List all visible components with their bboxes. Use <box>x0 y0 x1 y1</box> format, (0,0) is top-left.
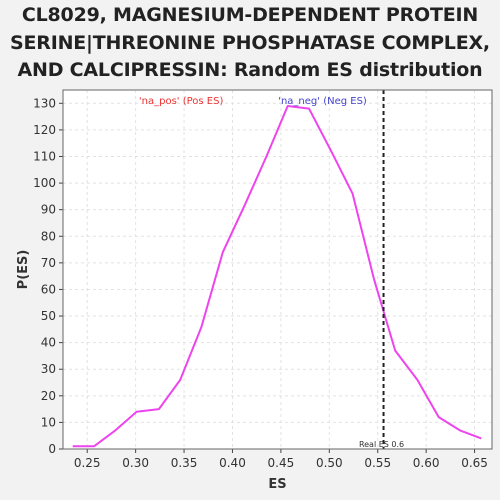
y-tick-label: 70 <box>41 256 56 270</box>
y-tick-label: 30 <box>41 362 56 376</box>
y-tick-label: 40 <box>41 336 56 350</box>
x-tick-label: 0.25 <box>74 456 101 470</box>
x-tick-label: 0.55 <box>364 456 391 470</box>
y-tick-label: 130 <box>33 96 56 110</box>
y-tick-label: 120 <box>33 123 56 137</box>
plot-frame <box>62 89 493 450</box>
x-tick-label: 0.45 <box>268 456 295 470</box>
x-tick-label: 0.60 <box>413 456 440 470</box>
y-tick-label: 80 <box>41 229 56 243</box>
y-tick-label: 50 <box>41 309 56 323</box>
legend-annotation: 'na_pos' (Pos ES) <box>139 96 224 107</box>
y-axis-label: P(ES) <box>16 250 31 290</box>
y-tick-label: 90 <box>41 203 56 217</box>
y-tick-label: 100 <box>33 176 56 190</box>
distribution-line <box>72 105 482 448</box>
annotation-layer: 'na_pos' (Pos ES) 'na_neg' (Neg ES) <box>139 96 367 107</box>
plot-area <box>63 90 492 449</box>
x-tick-label: 0.50 <box>316 456 343 470</box>
y-tick-label: 110 <box>33 149 56 163</box>
x-tick-label: 0.65 <box>461 456 488 470</box>
legend-annotation: 'na_neg' (Neg ES) <box>278 96 367 107</box>
real-es-layer: Real ES 0.6 <box>359 90 404 449</box>
y-tick-label: 10 <box>41 415 56 429</box>
x-axis-label: ES <box>268 477 286 492</box>
x-tick-label: 0.35 <box>171 456 198 470</box>
x-tick-label: 0.30 <box>122 456 149 470</box>
chart-title-line-1: CL8029, MAGNESIUM-DEPENDENT PROTEIN <box>21 4 479 26</box>
x-tick-label: 0.40 <box>219 456 246 470</box>
axes: 0.25 0.30 0.35 0.40 0.45 0.50 0.55 0.60 0.65 0 10 2… <box>33 89 493 470</box>
series-layer <box>72 105 482 448</box>
y-tick-label: 0 <box>48 442 56 456</box>
y-tick-label: 60 <box>41 282 56 296</box>
chart-title-line-3: AND CALCIPRESSIN: Random ES distribution <box>17 59 483 81</box>
real-es-label: Real ES 0.6 <box>359 440 404 449</box>
chart-title-line-2: SERINE|THREONINE PHOSPHATASE COMPLEX, <box>10 32 490 54</box>
y-tick-label: 20 <box>41 389 56 403</box>
